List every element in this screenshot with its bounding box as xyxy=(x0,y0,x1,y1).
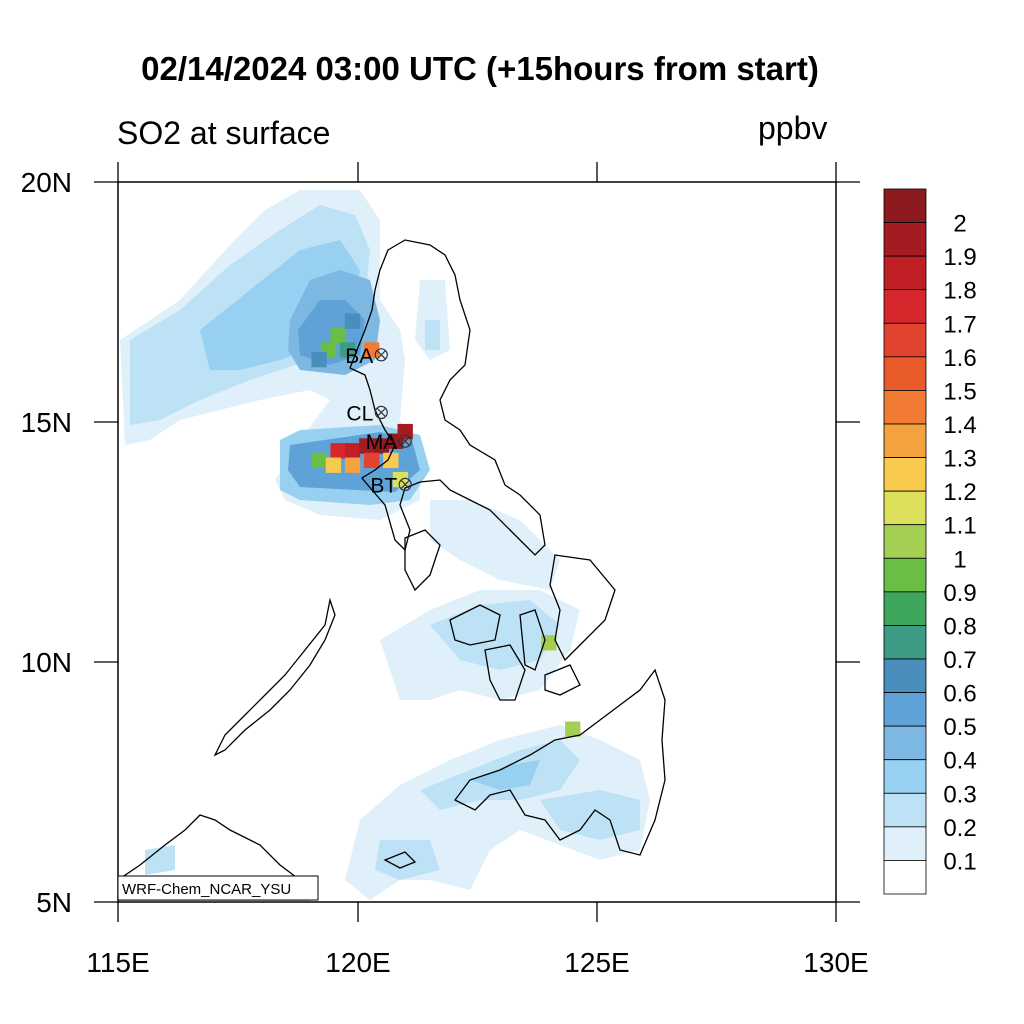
coastline-sulu xyxy=(383,851,417,869)
colorbar-label: 1.4 xyxy=(943,412,976,439)
so2-cell xyxy=(340,342,356,358)
coastline-cebu xyxy=(519,609,546,671)
lat-tick-label: 5N xyxy=(36,887,72,918)
variable-title: SO2 at surface xyxy=(117,115,331,151)
so2-cell xyxy=(565,721,581,737)
so2-cell xyxy=(344,313,361,329)
so2-cell xyxy=(383,452,399,469)
so2-cell xyxy=(359,438,375,454)
lon-tick-label: 115E xyxy=(86,947,149,978)
colorbar-swatch xyxy=(883,356,927,391)
colorbar-swatch xyxy=(883,490,927,526)
station-marker: MA xyxy=(366,431,412,454)
colorbar-label: 1 xyxy=(953,546,966,573)
colorbar-swatch xyxy=(883,390,927,425)
colorbar-label: 0.1 xyxy=(943,848,976,875)
lat-tick-labels: 20N 15N 10N 5N xyxy=(21,167,72,918)
coastline-mindanao xyxy=(454,668,666,856)
colorbar-label: 0.3 xyxy=(943,781,976,808)
so2-cell xyxy=(344,457,361,473)
colorbar-swatch xyxy=(883,423,927,458)
colorbar-label: 0.2 xyxy=(943,815,976,842)
colorbar: 2 1.9 1.8 1.7 1.6 1.5 1.4 1.3 1.2 1.1 1 0.9 0.8 0.7 0.… xyxy=(883,188,977,895)
lon-tick-label: 130E xyxy=(803,947,868,978)
so2-cells xyxy=(311,313,581,737)
colorbar-swatch xyxy=(883,289,927,324)
colorbar-label: 1.8 xyxy=(943,278,976,305)
model-label-box: WRF-Chem_NCAR_YSU xyxy=(117,875,319,901)
lon-tick-labels: 115E 120E 125E 130E xyxy=(86,947,868,978)
so2-background-field xyxy=(120,190,650,900)
coastline-palawan xyxy=(213,597,336,757)
coastline-panay xyxy=(449,604,501,646)
colorbar-swatch xyxy=(883,322,927,358)
station-marker: BT xyxy=(370,474,412,497)
colorbar-label: 1.6 xyxy=(943,345,976,372)
lat-tick-label: 15N xyxy=(21,407,72,438)
colorbar-swatch xyxy=(883,222,927,257)
station-marker: CL xyxy=(346,402,388,425)
colorbar-label: 1.3 xyxy=(943,446,976,473)
colorbar-swatch xyxy=(883,692,927,727)
colorbar-label: 1.7 xyxy=(943,311,976,338)
coastline-luzon xyxy=(349,239,546,556)
station-label: CL xyxy=(346,402,373,425)
model-label: WRF-Chem_NCAR_YSU xyxy=(122,881,291,898)
colorbar-label: 0.9 xyxy=(943,580,976,607)
colorbar-label: 1.5 xyxy=(943,378,976,405)
colorbar-swatch xyxy=(883,557,927,593)
colorbar-label: 0.6 xyxy=(943,681,976,708)
colorbar-swatch xyxy=(883,625,927,660)
colorbar-swatch xyxy=(883,591,927,626)
colorbar-swatch xyxy=(883,725,927,761)
colorbar-swatch xyxy=(883,826,927,861)
colorbar-label: 2 xyxy=(953,211,966,238)
map-frame xyxy=(117,181,837,903)
colorbar-swatch xyxy=(883,457,927,492)
colorbar-label: 1.9 xyxy=(943,244,976,271)
colorbar-swatch xyxy=(883,658,927,693)
station-markers: BA CL MA BT xyxy=(345,345,412,497)
so2-cell xyxy=(364,452,380,469)
so2-cell xyxy=(344,443,361,459)
colorbar-label: 0.4 xyxy=(943,748,976,775)
colorbar-swatch xyxy=(883,759,927,794)
so2-cell xyxy=(325,457,342,473)
station-label: BA xyxy=(345,345,373,368)
station-label: BT xyxy=(370,474,397,497)
so2-cell xyxy=(330,327,346,344)
lon-tick-label: 125E xyxy=(564,947,629,978)
coastline-samar-leyte xyxy=(549,554,616,662)
so2-cell xyxy=(373,438,389,454)
coastline-negros xyxy=(484,644,526,701)
colorbar-swatch xyxy=(883,188,927,223)
so2-cell xyxy=(311,351,327,368)
coastline-bohol xyxy=(544,664,581,696)
lon-tick-label: 120E xyxy=(325,947,390,978)
colorbar-label: 0.8 xyxy=(943,613,976,640)
map-title: 02/14/2024 03:00 UTC (+15hours from star… xyxy=(141,50,819,87)
colorbar-label: 1.2 xyxy=(943,479,976,506)
colorbar-swatch xyxy=(883,860,927,895)
map-ticks xyxy=(94,162,860,922)
so2-cell xyxy=(311,452,327,469)
unit-title: ppbv xyxy=(758,110,828,146)
so2-cell xyxy=(397,423,413,440)
colorbar-label: 0.5 xyxy=(943,714,976,741)
lat-tick-label: 10N xyxy=(21,647,72,678)
colorbar-swatch xyxy=(883,255,927,291)
station-marker: BA xyxy=(345,345,388,368)
colorbar-swatch xyxy=(883,524,927,559)
colorbar-swatch xyxy=(883,792,927,828)
lat-tick-label: 20N xyxy=(21,167,72,198)
colorbar-label: 0.7 xyxy=(943,647,976,674)
coastline-mindoro xyxy=(404,529,441,592)
so2-cell xyxy=(330,443,346,459)
station-label: MA xyxy=(366,431,398,454)
colorbar-label: 1.1 xyxy=(943,513,976,540)
